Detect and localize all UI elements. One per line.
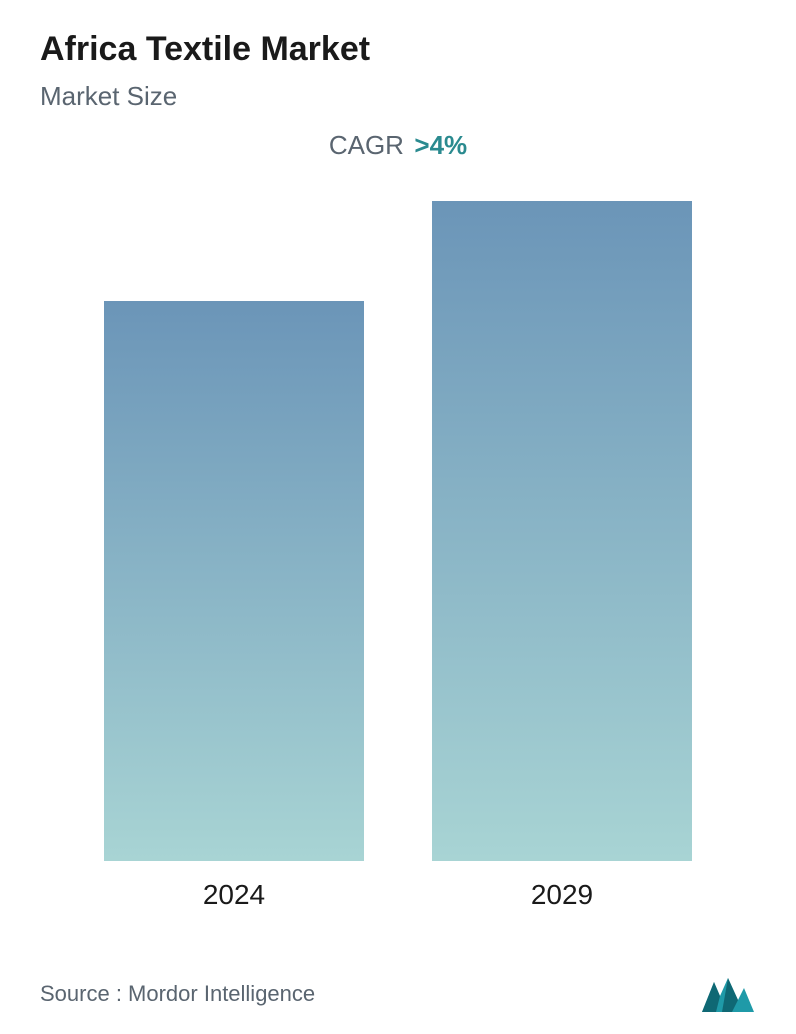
- bar-2024: [104, 301, 364, 861]
- source-attribution: Source : Mordor Intelligence: [40, 981, 315, 1007]
- bar-label-2029: 2029: [531, 879, 593, 911]
- bar-group-2029: 2029: [422, 201, 702, 911]
- mordor-logo-icon: [700, 974, 756, 1014]
- bar-label-2024: 2024: [203, 879, 265, 911]
- cagr-value: >4%: [414, 130, 467, 160]
- chart-footer: Source : Mordor Intelligence: [40, 974, 756, 1014]
- cagr-container: CAGR >4%: [40, 130, 756, 161]
- chart-title: Africa Textile Market: [40, 30, 756, 69]
- bar-2029: [432, 201, 692, 861]
- cagr-label: CAGR: [329, 130, 404, 160]
- bar-group-2024: 2024: [94, 301, 374, 911]
- chart-subtitle: Market Size: [40, 81, 756, 112]
- bar-chart: 2024 2029: [40, 191, 756, 911]
